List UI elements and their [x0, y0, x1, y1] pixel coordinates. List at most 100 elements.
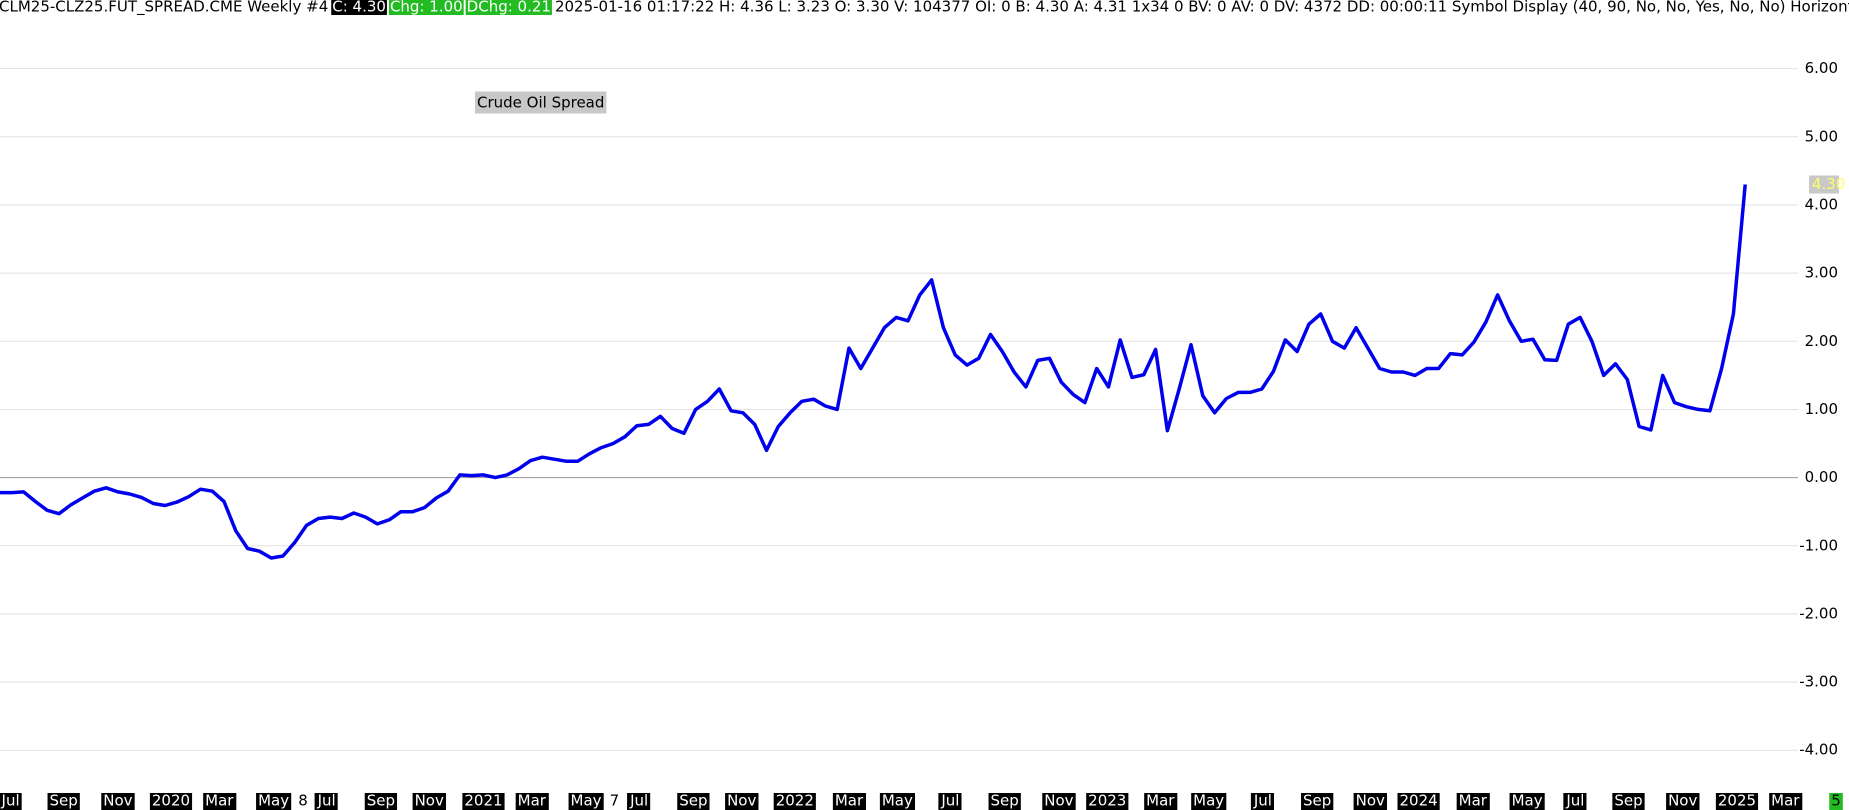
y-tick-label: 2.00: [1805, 332, 1838, 350]
header-close: C: 4.30: [332, 0, 386, 16]
annotation: Crude Oil Spread: [477, 94, 604, 112]
x-tick-label: Jul: [1253, 792, 1272, 810]
y-tick-label: -1.00: [1799, 536, 1838, 554]
x-tick-bg: [515, 793, 549, 810]
x-tick-label: 2020: [152, 792, 190, 810]
x-tick-bg: [568, 793, 604, 810]
x-tick-bg: [364, 793, 398, 810]
x-tick-label: Nov: [1044, 792, 1073, 810]
x-tick-label: Nov: [727, 792, 756, 810]
x-tick-label: Mar: [518, 792, 547, 810]
x-tick-bg: [1397, 793, 1440, 810]
y-tick-label: 1.00: [1805, 400, 1838, 418]
header-info: 2025-01-16 01:17:22 H: 4.36 L: 3.23 O: 3…: [555, 0, 1849, 16]
x-tick-label: Sep: [1614, 792, 1642, 810]
x-tick-bg: [1563, 793, 1587, 810]
x-tick-label: Jul: [317, 792, 336, 810]
x-tick-bg: [1301, 793, 1334, 810]
x-tick-label: Nov: [1668, 792, 1697, 810]
x-tick-bg: [462, 793, 505, 810]
y-tick-label: -3.00: [1799, 673, 1838, 691]
x-tick-bg: [412, 793, 446, 810]
x-tick-label: Sep: [991, 792, 1019, 810]
x-tick-label: May: [258, 792, 289, 810]
header-dchg-bg: [465, 0, 552, 15]
x-tick-label: Sep: [50, 792, 78, 810]
x-tick-bg: [149, 793, 193, 810]
x-tick-bg: [1191, 793, 1227, 810]
x-tick-bg: [938, 793, 962, 810]
y-tick-label: 3.00: [1805, 264, 1838, 282]
x-tick-bg: [627, 793, 651, 810]
x-tick-bg: [1612, 793, 1645, 810]
x-tick-label: Jul: [1565, 792, 1584, 810]
x-tick-bg: [677, 793, 710, 810]
header-chg: Chg: 1.00: [390, 0, 463, 16]
x-tick-label: Mar: [1459, 792, 1488, 810]
x-tick-label: Mar: [1771, 792, 1800, 810]
x-tick-label: 5: [1831, 792, 1841, 810]
x-tick-bg: [1715, 793, 1759, 810]
price-line: [0, 184, 1747, 560]
x-tick-bg: [0, 793, 22, 810]
header-close-bg: [331, 0, 387, 15]
y-tick-label: 5.00: [1805, 127, 1838, 145]
header-chg-bg: [388, 0, 464, 15]
y-tick-label: 0.00: [1805, 468, 1838, 486]
x-tick-bg: [1144, 793, 1178, 810]
x-tick-label: Mar: [205, 792, 234, 810]
x-tick-bg: [832, 793, 867, 810]
x-tick-label: Sep: [367, 792, 395, 810]
x-tick-bg: [1250, 793, 1274, 810]
x-tick-label: 2023: [1088, 792, 1126, 810]
x-tick-label: Nov: [1356, 792, 1385, 810]
annotation-box: [475, 91, 607, 114]
y-tick-label: -2.00: [1799, 604, 1838, 622]
x-tick-bg: [314, 793, 338, 810]
x-tick-bg: [1666, 793, 1700, 810]
x-tick-bg: [1042, 793, 1076, 810]
x-tick-label: Sep: [1303, 792, 1331, 810]
last-value-label: 4.30: [1812, 175, 1845, 193]
x-tick-label: May: [1193, 792, 1224, 810]
x-tick-bg: [1829, 793, 1843, 810]
x-tick-label: 2024: [1399, 792, 1437, 810]
x-tick-bg: [773, 793, 816, 810]
x-tick-label: May: [1512, 792, 1543, 810]
x-tick-label: 8: [298, 792, 308, 810]
x-tick-label: Sep: [679, 792, 707, 810]
x-tick-bg: [203, 793, 237, 810]
x-tick-label: Jul: [940, 792, 959, 810]
header-dchg: DChg: 0.21: [467, 0, 551, 16]
last-value-box: [1809, 175, 1839, 194]
x-tick-label: Mar: [835, 792, 864, 810]
x-tick-bg: [988, 793, 1021, 810]
x-tick-label: 2022: [776, 792, 814, 810]
y-tick-label: 4.00: [1805, 195, 1838, 213]
x-tick-label: Jul: [1, 792, 20, 810]
x-tick-bg: [1456, 793, 1490, 810]
x-tick-bg: [1769, 793, 1803, 810]
x-tick-bg: [256, 793, 292, 810]
x-tick-label: Mar: [1146, 792, 1175, 810]
y-tick-label: 6.00: [1805, 59, 1838, 77]
x-tick-bg: [1509, 793, 1545, 810]
x-tick-bg: [1086, 793, 1129, 810]
header-symbol: CLM25-CLZ25.FUT_SPREAD.CME Weekly #4: [0, 0, 328, 17]
x-tick-label: May: [571, 792, 602, 810]
x-tick-label: Nov: [415, 792, 444, 810]
x-tick-label: 2021: [464, 792, 502, 810]
x-tick-bg: [879, 793, 916, 810]
x-tick-label: Nov: [103, 792, 132, 810]
x-tick-label: 7: [610, 792, 620, 810]
x-tick-label: 2025: [1718, 792, 1756, 810]
x-tick-label: May: [882, 792, 913, 810]
x-tick-bg: [47, 793, 80, 810]
y-tick-label: -4.00: [1799, 741, 1838, 759]
x-tick-label: Jul: [629, 792, 648, 810]
x-tick-bg: [1353, 793, 1387, 810]
x-tick-bg: [101, 793, 135, 810]
header: CLM25-CLZ25.FUT_SPREAD.CME Weekly #4 C: 4…: [0, 0, 1849, 17]
